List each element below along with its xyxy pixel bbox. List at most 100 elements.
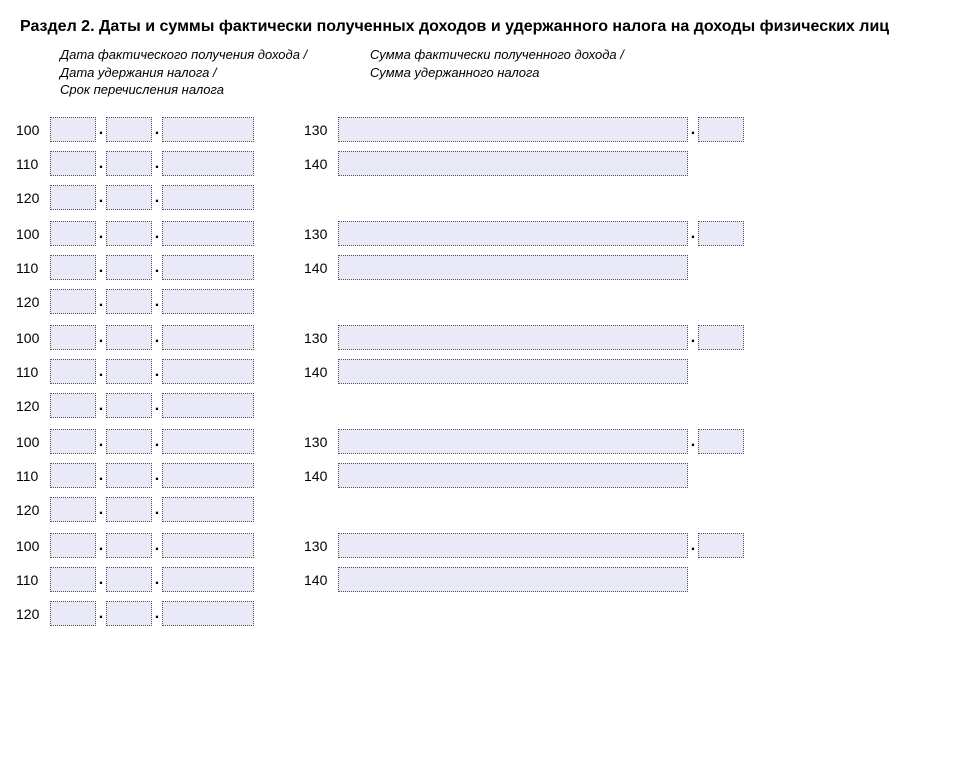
- date-day-field[interactable]: [50, 151, 96, 176]
- amount-rub-field[interactable]: [338, 325, 688, 350]
- amount-rub-field[interactable]: [338, 221, 688, 246]
- amount-kop-field[interactable]: [698, 429, 744, 454]
- row-120: 120 . .: [12, 285, 941, 319]
- dot-separator: .: [688, 429, 698, 454]
- amount-rub-field[interactable]: [338, 429, 688, 454]
- subheader-left: Дата фактического получения дохода /Дата…: [60, 46, 350, 99]
- amount-kop-field[interactable]: [698, 221, 744, 246]
- date-month-field[interactable]: [106, 221, 152, 246]
- dot-separator: .: [96, 429, 106, 454]
- dot-separator: .: [96, 117, 106, 142]
- date-year-field[interactable]: [162, 117, 254, 142]
- date-year-field[interactable]: [162, 393, 254, 418]
- dot-separator: .: [96, 151, 106, 176]
- date-month-field[interactable]: [106, 289, 152, 314]
- form-page: Раздел 2. Даты и суммы фактически получе…: [0, 0, 953, 653]
- amount-rub-field[interactable]: [338, 117, 688, 142]
- date-month-field[interactable]: [106, 117, 152, 142]
- date-month-field[interactable]: [106, 601, 152, 626]
- date-day-field[interactable]: [50, 117, 96, 142]
- amount-rub-field[interactable]: [338, 533, 688, 558]
- date-year-field[interactable]: [162, 601, 254, 626]
- row-120: 120 . .: [12, 597, 941, 631]
- date-month-field[interactable]: [106, 429, 152, 454]
- dot-separator: .: [96, 533, 106, 558]
- amount-kop-field[interactable]: [698, 325, 744, 350]
- line-code: 140: [304, 364, 338, 380]
- date-day-field[interactable]: [50, 221, 96, 246]
- row-120: 120 . .: [12, 181, 941, 215]
- date-day-field[interactable]: [50, 359, 96, 384]
- date-day-field[interactable]: [50, 393, 96, 418]
- date-year-field[interactable]: [162, 497, 254, 522]
- date-group: . .: [50, 221, 254, 246]
- date-year-field[interactable]: [162, 325, 254, 350]
- date-year-field[interactable]: [162, 429, 254, 454]
- tax-amount-field[interactable]: [338, 567, 688, 592]
- dot-separator: .: [96, 497, 106, 522]
- date-year-field[interactable]: [162, 289, 254, 314]
- dot-separator: .: [96, 601, 106, 626]
- dot-separator: .: [152, 567, 162, 592]
- date-group: . .: [50, 185, 254, 210]
- date-day-field[interactable]: [50, 497, 96, 522]
- line-code: 110: [12, 572, 50, 588]
- row-100: 100 . . 130 .: [12, 425, 941, 459]
- line-code: 140: [304, 260, 338, 276]
- date-day-field[interactable]: [50, 255, 96, 280]
- dot-separator: .: [96, 255, 106, 280]
- date-month-field[interactable]: [106, 533, 152, 558]
- date-day-field[interactable]: [50, 429, 96, 454]
- date-month-field[interactable]: [106, 393, 152, 418]
- line-code: 140: [304, 156, 338, 172]
- tax-amount-field[interactable]: [338, 255, 688, 280]
- tax-amount-field[interactable]: [338, 151, 688, 176]
- amount-kop-field[interactable]: [698, 533, 744, 558]
- date-day-field[interactable]: [50, 567, 96, 592]
- date-day-field[interactable]: [50, 325, 96, 350]
- date-month-field[interactable]: [106, 185, 152, 210]
- row-110: 110 . . 140: [12, 355, 941, 389]
- date-year-field[interactable]: [162, 255, 254, 280]
- dot-separator: .: [688, 533, 698, 558]
- date-day-field[interactable]: [50, 185, 96, 210]
- line-code: 110: [12, 364, 50, 380]
- date-year-field[interactable]: [162, 359, 254, 384]
- row-100: 100 . . 130 .: [12, 217, 941, 251]
- line-code: 110: [12, 468, 50, 484]
- tax-amount-field[interactable]: [338, 463, 688, 488]
- date-month-field[interactable]: [106, 463, 152, 488]
- date-day-field[interactable]: [50, 533, 96, 558]
- section-title: Раздел 2. Даты и суммы фактически получе…: [20, 18, 941, 36]
- dot-separator: .: [96, 325, 106, 350]
- date-month-field[interactable]: [106, 497, 152, 522]
- dot-separator: .: [152, 185, 162, 210]
- tax-amount-field[interactable]: [338, 359, 688, 384]
- date-year-field[interactable]: [162, 151, 254, 176]
- date-year-field[interactable]: [162, 567, 254, 592]
- date-month-field[interactable]: [106, 325, 152, 350]
- dot-separator: .: [152, 463, 162, 488]
- line-code: 100: [12, 226, 50, 242]
- date-day-field[interactable]: [50, 463, 96, 488]
- date-group: . .: [50, 151, 254, 176]
- dot-separator: .: [688, 117, 698, 142]
- date-group: . .: [50, 255, 254, 280]
- date-year-field[interactable]: [162, 533, 254, 558]
- date-year-field[interactable]: [162, 185, 254, 210]
- date-day-field[interactable]: [50, 289, 96, 314]
- date-year-field[interactable]: [162, 463, 254, 488]
- date-month-field[interactable]: [106, 567, 152, 592]
- form-blocks: 100 . . 130 . 110 . . 140: [12, 113, 941, 631]
- dot-separator: .: [96, 185, 106, 210]
- date-group: . .: [50, 289, 254, 314]
- date-month-field[interactable]: [106, 255, 152, 280]
- line-code: 130: [304, 538, 338, 554]
- date-year-field[interactable]: [162, 221, 254, 246]
- amount-kop-field[interactable]: [698, 117, 744, 142]
- date-month-field[interactable]: [106, 359, 152, 384]
- dot-separator: .: [96, 393, 106, 418]
- row-120: 120 . .: [12, 389, 941, 423]
- date-month-field[interactable]: [106, 151, 152, 176]
- date-day-field[interactable]: [50, 601, 96, 626]
